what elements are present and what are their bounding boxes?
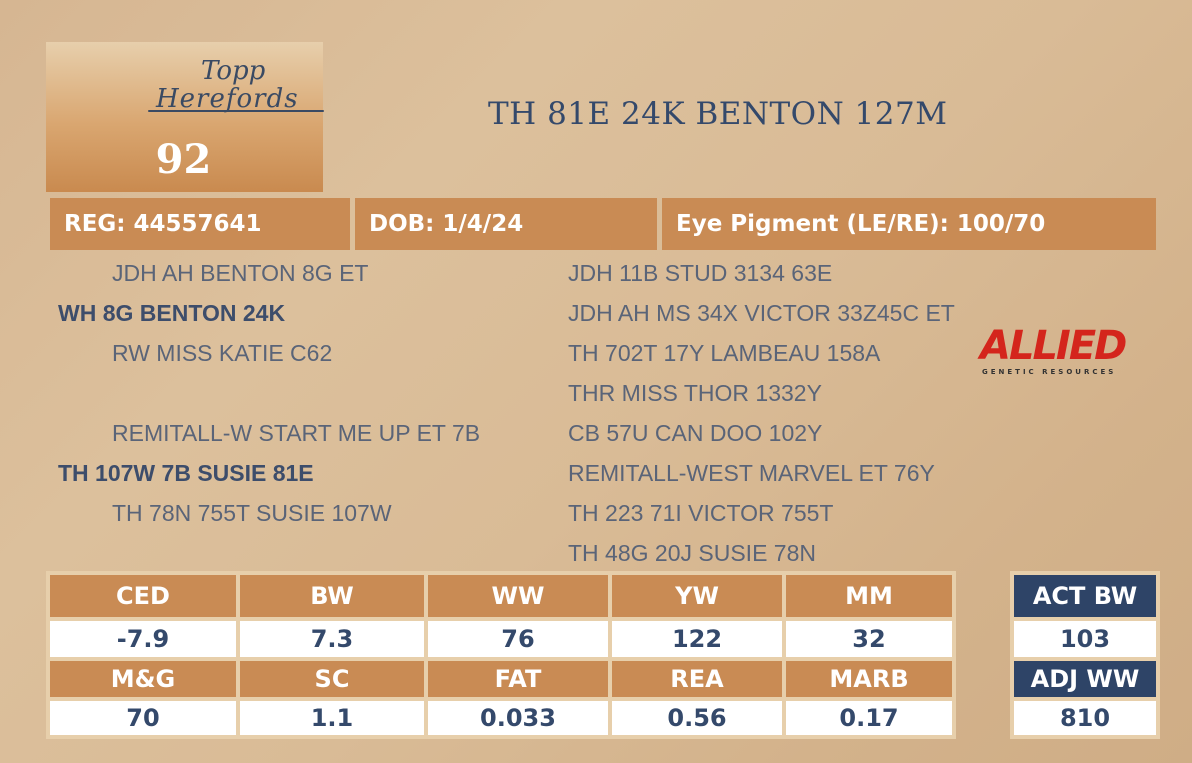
- epd-header-mm: MM: [786, 575, 952, 617]
- logo-swash: [148, 110, 324, 112]
- pedigree-right-4: THR MISS THOR 1332Y: [568, 380, 822, 406]
- epd-header-bw: BW: [240, 575, 424, 617]
- epd-value-marb: 0.17: [786, 701, 952, 735]
- pedigree-right-7: TH 223 71I VICTOR 755T: [568, 500, 834, 526]
- epd-header-ww: WW: [428, 575, 608, 617]
- epd-header-ced: CED: [50, 575, 236, 617]
- pedigree-dam-sire: REMITALL-W START ME UP ET 7B: [112, 420, 481, 446]
- epd-value-mm: 32: [786, 621, 952, 657]
- epd-value-bw: 7.3: [240, 621, 424, 657]
- pedigree-sire-sire: JDH AH BENTON 8G ET: [112, 260, 369, 286]
- pedigree-right-3: TH 702T 17Y LAMBEAU 158A: [568, 340, 881, 366]
- pedigree-right-2: JDH AH MS 34X VICTOR 33Z45C ET: [568, 300, 955, 326]
- pedigree-right-6: REMITALL-WEST MARVEL ET 76Y: [568, 460, 935, 486]
- epd-header-fat: FAT: [428, 661, 608, 697]
- allied-logo-sub: GENETIC RESOURCES: [982, 368, 1117, 376]
- pedigree-right-1: JDH 11B STUD 3134 63E: [568, 260, 833, 286]
- pedigree-dam: TH 107W 7B SUSIE 81E: [58, 460, 314, 486]
- animal-name: TH 81E 24K BENTON 127M: [488, 96, 948, 132]
- epd-value-sc: 1.1: [240, 701, 424, 735]
- epd-value-mg: 70: [50, 701, 236, 735]
- allied-genetic-logo: ALLIED GENETIC RESOURCES: [980, 324, 1140, 380]
- epd-header-sc: SC: [240, 661, 424, 697]
- eye-pigment-cell: Eye Pigment (LE/RE): 100/70: [662, 198, 1156, 250]
- topp-herefords-logo: Topp Herefords: [146, 44, 326, 134]
- epd-value-fat: 0.033: [428, 701, 608, 735]
- dob-cell: DOB: 1/4/24: [355, 198, 657, 250]
- logo-line-2: Herefords: [156, 84, 299, 114]
- epd-header-yw: YW: [612, 575, 782, 617]
- epd-value-ced: -7.9: [50, 621, 236, 657]
- epd-value-ww: 76: [428, 621, 608, 657]
- actuals-table: ACT BW 103 ADJ WW 810: [1010, 571, 1160, 739]
- logo-line-1: Topp: [201, 56, 266, 86]
- act-bw-value: 103: [1014, 621, 1156, 657]
- epd-header-marb: MARB: [786, 661, 952, 697]
- act-bw-label: ACT BW: [1014, 575, 1156, 617]
- reg-cell: REG: 44557641: [50, 198, 350, 250]
- epd-value-rea: 0.56: [612, 701, 782, 735]
- epd-value-yw: 122: [612, 621, 782, 657]
- pedigree-right-8: TH 48G 20J SUSIE 78N: [568, 540, 816, 566]
- allied-logo-main: ALLIED: [980, 323, 1127, 369]
- epd-header-mg: M&G: [50, 661, 236, 697]
- epd-table: CED BW WW YW MM -7.9 7.3 76 122 32 M&G S…: [46, 571, 956, 739]
- epd-header-rea: REA: [612, 661, 782, 697]
- adj-ww-label: ADJ WW: [1014, 661, 1156, 697]
- pedigree-right-5: CB 57U CAN DOO 102Y: [568, 420, 823, 446]
- pedigree-dam-dam: TH 78N 755T SUSIE 107W: [112, 500, 392, 526]
- adj-ww-value: 810: [1014, 701, 1156, 735]
- logo-box: Topp Herefords 92: [46, 42, 326, 192]
- lot-number: 92: [155, 136, 212, 183]
- pedigree-sire-dam: RW MISS KATIE C62: [112, 340, 333, 366]
- pedigree-sire: WH 8G BENTON 24K: [58, 300, 286, 326]
